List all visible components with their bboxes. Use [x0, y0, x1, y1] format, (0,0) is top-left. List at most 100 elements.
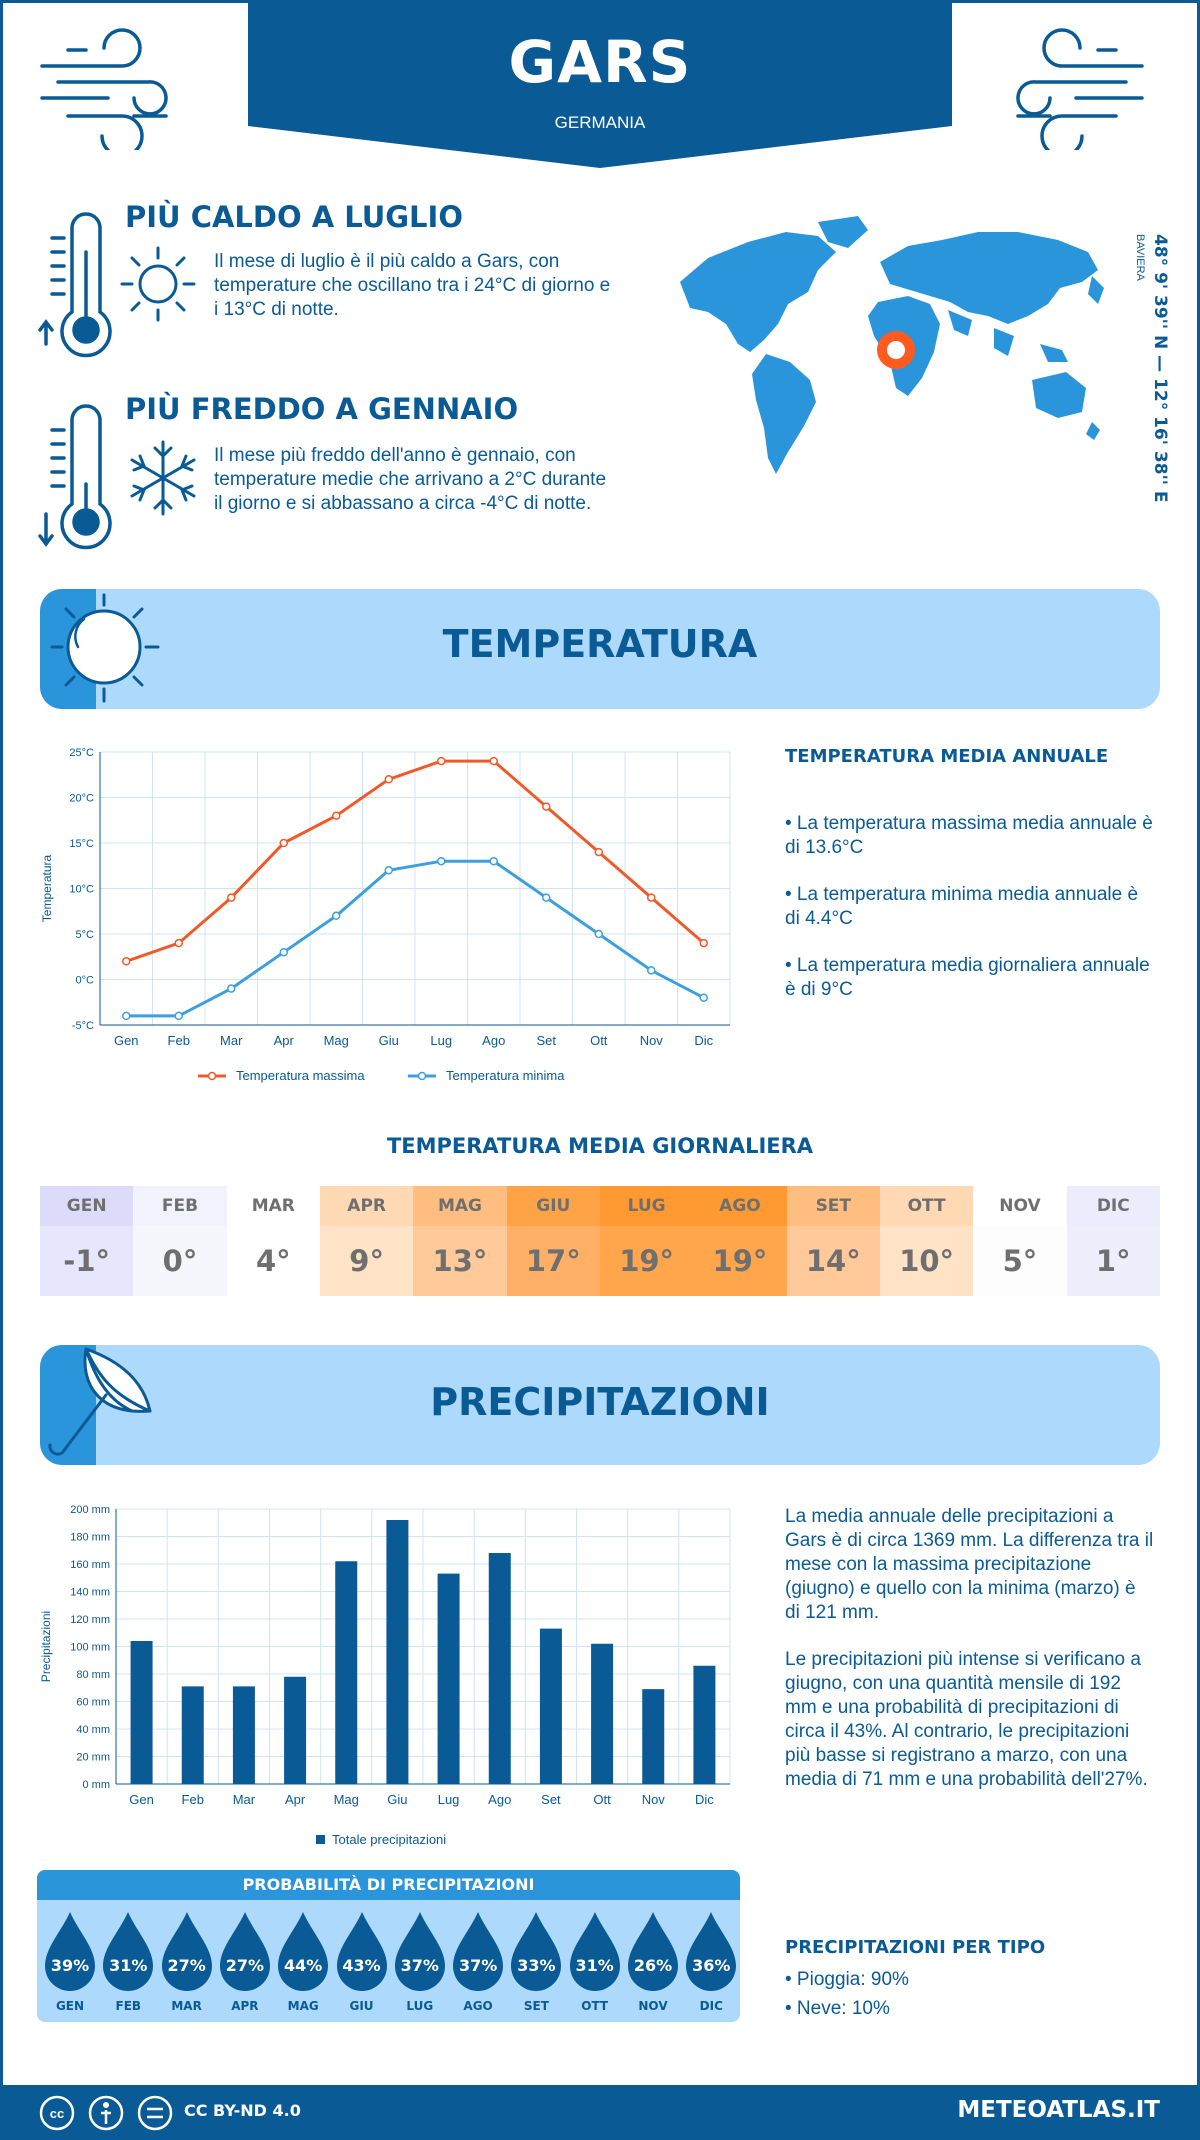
y-tick-label: 10°C	[69, 884, 94, 896]
daily-temp-value: 14°	[786, 1226, 880, 1296]
probability-month: OTT	[581, 1999, 609, 2013]
probability-drop: 33% SET	[507, 1910, 565, 2020]
precip-details: Le precipitazioni più intense si verific…	[785, 1649, 1148, 1790]
probability-value: 27%	[225, 1956, 265, 1975]
annual-temp-bullet: • La temperatura massima media annuale è…	[785, 813, 1153, 858]
data-point	[122, 1011, 131, 1021]
x-tick-label: Ago	[488, 1792, 511, 1807]
x-tick-label: Dic	[695, 1792, 714, 1807]
temperature-chart: -5°C 0°C 5°C 10°C 15°C 20°C 25°C Gen Feb Mar Apr Ma…	[40, 747, 731, 1083]
raindrop-icon	[219, 1912, 270, 1991]
raindrop-icon	[686, 1912, 737, 1991]
region-label: BAVIERA	[1134, 234, 1146, 281]
data-point	[437, 756, 446, 766]
sun-icon	[120, 246, 196, 322]
svg-text:cc: cc	[50, 2106, 64, 2121]
raindrop-icon	[511, 1912, 562, 1991]
daily-temp-cell: SET 14°	[786, 1186, 880, 1296]
annual-temp-bullet: • La temperatura media giornaliera annua…	[785, 955, 1150, 1000]
attribution-icon	[88, 2095, 124, 2131]
x-tick-label: Set	[536, 1033, 556, 1048]
data-point	[174, 1011, 183, 1021]
probability-drop: 31% OTT	[566, 1910, 624, 2020]
x-tick-label: Gen	[114, 1033, 139, 1048]
probability-month: SET	[523, 1999, 549, 2013]
site-link[interactable]: METEOATLAS.IT	[957, 2097, 1160, 2123]
daily-temp-value: 13°	[413, 1226, 507, 1296]
x-tick-label: Ago	[482, 1033, 505, 1048]
data-point	[489, 756, 498, 766]
thermometer-icon	[38, 212, 112, 358]
x-tick-label: Nov	[642, 1792, 666, 1807]
y-tick-label: 60 mm	[76, 1697, 110, 1709]
daily-month-label: GEN	[40, 1186, 134, 1226]
probability-month: NOV	[638, 1999, 668, 2013]
footer	[0, 2085, 1200, 2140]
probability-value: 33%	[517, 1956, 556, 1975]
precip-type-rain: • Pioggia: 90%	[785, 1969, 909, 1990]
data-point	[332, 811, 341, 820]
y-tick-label: 200 mm	[70, 1504, 110, 1516]
precip-bar	[386, 1520, 409, 1784]
y-tick-label: 0 mm	[83, 1779, 111, 1791]
probability-value: 36%	[692, 1956, 731, 1975]
legend-label: Totale precipitazioni	[332, 1832, 446, 1847]
y-tick-label: 160 mm	[70, 1559, 110, 1571]
precipitation-chart: 0 mm 20 mm 40 mm 60 mm 80 mm 100 mm 120 mm 140 …	[39, 1504, 731, 1847]
data-point	[122, 957, 131, 966]
precip-bar	[437, 1573, 460, 1784]
probability-value: 27%	[167, 1956, 206, 1975]
daily-temp-title: TEMPERATURA MEDIA GIORNALIERA	[386, 1134, 814, 1158]
data-point	[227, 893, 236, 902]
y-tick-label: 100 mm	[70, 1642, 110, 1654]
country-subtitle: GERMANIA	[554, 113, 646, 132]
data-point	[542, 893, 551, 902]
daily-month-label: SET	[786, 1186, 880, 1226]
no-derivatives-icon	[137, 2095, 173, 2131]
daily-month-label: FEB	[133, 1186, 227, 1226]
raindrop-icon	[453, 1912, 504, 1991]
data-point	[279, 947, 288, 957]
probability-value: 39%	[50, 1956, 90, 1975]
y-tick-label: 15°C	[69, 838, 94, 850]
x-tick-label: Set	[541, 1792, 561, 1807]
data-point	[279, 838, 288, 848]
daily-temp-value: 0°	[133, 1226, 227, 1296]
daily-temp-cell: DIC 1°	[1066, 1186, 1160, 1296]
daily-month-label: APR	[319, 1186, 414, 1226]
probability-month: MAG	[287, 1999, 319, 2013]
x-tick-label: Gen	[129, 1792, 154, 1807]
y-tick-label: -5°C	[72, 1020, 94, 1032]
raindrop-icon	[336, 1912, 387, 1991]
probability-drop: 27% APR	[216, 1910, 274, 2020]
probability-drop: 37% LUG	[391, 1910, 449, 2020]
daily-month-label: LUG	[599, 1186, 694, 1226]
wind-icon	[1016, 28, 1144, 150]
x-tick-label: Mar	[233, 1792, 256, 1807]
raindrop-icon	[569, 1912, 620, 1991]
probability-month: APR	[231, 1999, 259, 2013]
probability-month: DIC	[699, 1999, 723, 2013]
precip-bar	[130, 1641, 153, 1784]
y-tick-label: 40 mm	[76, 1724, 110, 1736]
daily-temp-value: -1°	[40, 1226, 134, 1296]
probability-month: AGO	[463, 1999, 493, 2013]
cc-icon	[39, 2095, 75, 2131]
daily-temp-cell: APR 9°	[319, 1186, 414, 1296]
x-tick-label: Feb	[168, 1033, 190, 1048]
data-point	[384, 775, 393, 784]
precip-probability-panel: PROBABILITÀ DI PRECIPITAZIONI 39% GEN 31% F…	[37, 1870, 740, 2022]
raindrop-icon	[628, 1912, 678, 1991]
daily-temp-cell: OTT 10°	[879, 1186, 974, 1296]
daily-temp-cell: GIU 17°	[506, 1186, 600, 1296]
wind-icon	[40, 28, 168, 150]
probability-month: GIU	[349, 1999, 374, 2013]
data-point	[332, 911, 341, 921]
y-tick-label: 5°C	[76, 929, 95, 941]
daily-temp-value: 19°	[693, 1226, 787, 1296]
city-title: GARS	[508, 28, 692, 96]
x-tick-label: Mar	[220, 1033, 243, 1048]
license-icons: cc	[39, 2095, 173, 2131]
y-axis-label: Precipitazioni	[39, 1611, 53, 1682]
x-tick-label: Mag	[324, 1033, 349, 1048]
